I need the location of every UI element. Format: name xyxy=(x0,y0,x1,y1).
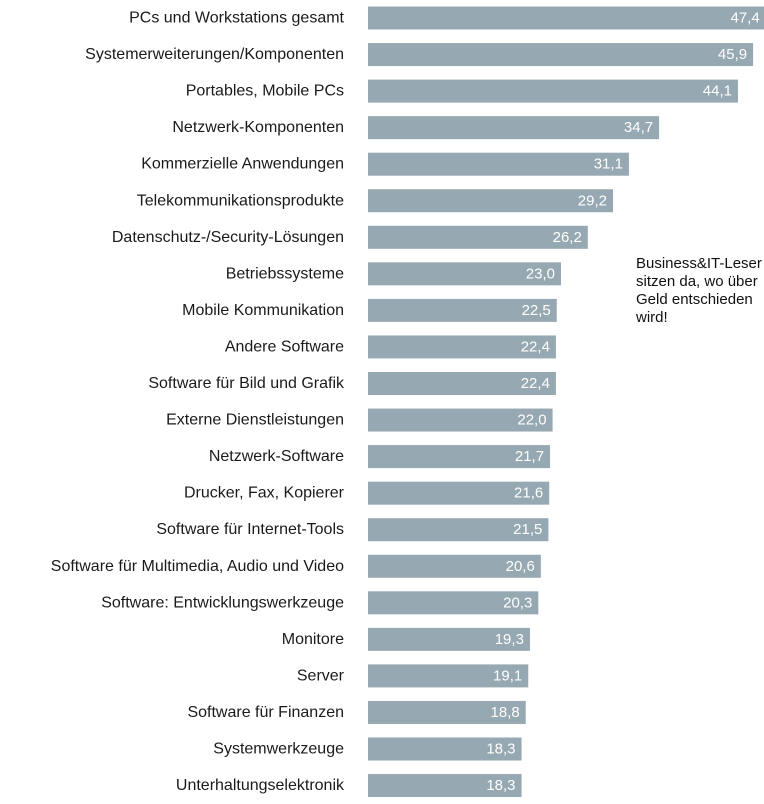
category-label: PCs und Workstations gesamt xyxy=(129,10,344,27)
category-label: Systemerweiterungen/Komponenten xyxy=(85,46,344,63)
bar xyxy=(368,554,541,578)
value-label: 23,0 xyxy=(526,265,555,282)
bar xyxy=(368,6,764,30)
category-label: Telekommunikationsprodukte xyxy=(137,192,344,209)
value-label: 29,2 xyxy=(578,192,607,209)
value-label: 22,4 xyxy=(521,375,550,392)
category-label: Andere Software xyxy=(225,338,344,355)
value-label: 21,5 xyxy=(513,521,542,538)
bar xyxy=(368,591,539,615)
bar xyxy=(368,116,660,140)
annotation-line: Geld entschieden xyxy=(636,291,753,308)
category-label: Server xyxy=(297,667,345,684)
bar xyxy=(368,225,588,249)
category-label: Kommerzielle Anwendungen xyxy=(141,156,344,173)
value-label: 20,3 xyxy=(503,594,532,611)
category-label: Software für Finanzen xyxy=(187,704,344,721)
annotation-line: sitzen da, wo über xyxy=(636,273,758,290)
value-label: 19,1 xyxy=(493,667,522,684)
category-label: Externe Dienstleistungen xyxy=(166,412,344,429)
value-label: 47,4 xyxy=(730,10,759,27)
value-label: 26,2 xyxy=(553,229,582,246)
category-label: Netzwerk-Software xyxy=(209,448,344,465)
value-label: 21,7 xyxy=(515,448,544,465)
value-label: 34,7 xyxy=(624,119,653,136)
bar xyxy=(368,298,557,322)
bar xyxy=(368,408,553,432)
value-label: 22,4 xyxy=(521,338,550,355)
bar xyxy=(368,737,522,761)
value-label: 21,6 xyxy=(514,485,543,502)
category-label: Mobile Kommunikation xyxy=(182,302,344,319)
category-label: Drucker, Fax, Kopierer xyxy=(184,485,345,502)
category-label: Portables, Mobile PCs xyxy=(186,83,344,100)
bar xyxy=(368,774,522,798)
category-label: Software: Entwicklungswerkzeuge xyxy=(101,594,344,611)
bar xyxy=(368,335,556,359)
value-label: 19,3 xyxy=(495,631,524,648)
annotation-line: wird! xyxy=(636,309,668,326)
annotation-text: Business&IT-Leser sitzen da, wo über Gel… xyxy=(636,255,764,327)
value-label: 31,1 xyxy=(594,156,623,173)
category-label: Software für Multimedia, Audio und Video xyxy=(51,558,344,575)
bar xyxy=(368,152,629,176)
category-label: Unterhaltungselektronik xyxy=(176,777,345,794)
bar xyxy=(368,79,738,103)
value-label: 22,0 xyxy=(517,412,546,429)
category-label: Datenschutz-/Security-Lösungen xyxy=(112,229,344,246)
annotation-line: Business&IT-Leser xyxy=(636,255,762,272)
value-label: 18,3 xyxy=(486,741,515,758)
value-label: 44,1 xyxy=(703,83,732,100)
category-label: Netzwerk-Komponenten xyxy=(172,119,344,136)
bar xyxy=(368,262,561,286)
bar xyxy=(368,664,529,688)
category-label: Software für Internet-Tools xyxy=(156,521,344,538)
bar xyxy=(368,481,550,505)
value-label: 20,6 xyxy=(506,558,535,575)
category-label: Monitore xyxy=(282,631,344,648)
value-label: 18,3 xyxy=(486,777,515,794)
bar xyxy=(368,189,613,213)
value-label: 18,8 xyxy=(491,704,520,721)
bar xyxy=(368,700,526,724)
bar xyxy=(368,43,754,67)
value-label: 45,9 xyxy=(718,46,747,63)
bar xyxy=(368,372,556,395)
category-label: Betriebssysteme xyxy=(226,265,344,282)
category-label: Systemwerkzeuge xyxy=(213,741,344,758)
bar xyxy=(368,627,530,651)
bar xyxy=(368,518,549,542)
value-label: 22,5 xyxy=(522,302,551,319)
bar xyxy=(368,445,551,469)
category-label: Software für Bild und Grafik xyxy=(148,375,345,392)
